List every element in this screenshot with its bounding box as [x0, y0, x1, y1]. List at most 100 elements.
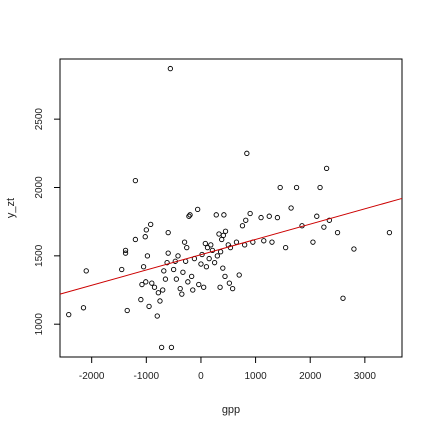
data-point [158, 344, 165, 351]
data-point [122, 250, 129, 256]
data-point [227, 244, 234, 251]
data-point [184, 244, 190, 251]
data-point [203, 264, 210, 270]
data-point [190, 287, 196, 293]
data-point [181, 239, 188, 245]
data-point [277, 184, 283, 191]
data-point [208, 242, 214, 248]
data-point [266, 213, 272, 219]
data-point [132, 178, 139, 184]
data-point [138, 296, 144, 303]
data-point [164, 260, 170, 266]
plot-frame [59, 58, 403, 358]
fit-line [59, 197, 403, 295]
data-point [269, 239, 275, 245]
data-point [198, 261, 204, 267]
data-point [189, 273, 195, 279]
data-point [386, 229, 393, 236]
data-point [213, 212, 219, 218]
data-point [226, 280, 233, 286]
data-point [288, 205, 294, 211]
data-point [201, 284, 207, 290]
data-point [167, 65, 174, 72]
data-point [180, 269, 186, 275]
x-tick-label: 0 [198, 371, 204, 382]
data-point [293, 184, 300, 191]
data-point [66, 311, 72, 318]
data-point [143, 279, 149, 285]
data-point [326, 217, 332, 223]
data-point [323, 165, 330, 172]
data-point [310, 239, 316, 245]
data-point [340, 295, 346, 301]
data-point [165, 250, 171, 256]
data-point [221, 212, 227, 218]
data-point [139, 281, 145, 288]
data-point [157, 298, 163, 304]
data-point [258, 214, 264, 221]
data-point [195, 206, 201, 213]
data-point [214, 253, 220, 259]
data-point [149, 280, 155, 286]
data-point [185, 279, 191, 285]
x-tick-label: 2000 [299, 371, 322, 382]
data-point [173, 276, 180, 282]
data-point [179, 291, 185, 297]
x-tick-label: -2000 [79, 371, 105, 382]
data-point [140, 264, 147, 270]
data-point [217, 284, 223, 290]
data-point [146, 303, 152, 310]
data-point [239, 223, 246, 229]
data-point [142, 234, 148, 240]
data-point [244, 150, 250, 156]
data-point [187, 212, 193, 218]
data-point [155, 290, 161, 296]
x-ticks: -2000 -1000 0 1000 2000 3000 [79, 357, 377, 382]
data-point [132, 236, 139, 243]
data-point [220, 265, 226, 271]
data-point [222, 228, 229, 234]
data-point [162, 276, 169, 282]
data-point [216, 231, 222, 237]
data-point [119, 266, 125, 273]
data-point [282, 244, 289, 251]
x-tick-label: -1000 [134, 371, 160, 382]
y-tick-label: 1500 [34, 244, 45, 267]
data-point [243, 217, 249, 223]
data-point [175, 253, 181, 259]
data-point [321, 224, 327, 230]
data-point [83, 268, 89, 274]
data-point [124, 307, 130, 314]
data-point [222, 273, 228, 279]
data-point [233, 239, 240, 245]
data-point [236, 272, 242, 278]
data-point [154, 313, 160, 319]
data-point [217, 249, 224, 255]
data-point [220, 232, 227, 238]
x-tick-label: 3000 [354, 371, 377, 382]
data-point [148, 221, 154, 228]
data-point [261, 238, 267, 244]
data-point [202, 240, 208, 247]
data-point [247, 210, 253, 217]
data-point [186, 213, 192, 219]
data-point [143, 227, 149, 233]
data-point [206, 255, 212, 262]
y-tick-label: 1000 [34, 313, 45, 336]
data-point [151, 284, 158, 290]
x-axis-label: gpp [222, 404, 240, 416]
y-tick-label: 2500 [34, 108, 45, 131]
data-point [314, 213, 320, 219]
data-point [317, 184, 323, 191]
data-points [66, 65, 393, 351]
data-point [165, 229, 171, 236]
x-tick-label: 1000 [244, 371, 267, 382]
data-point [161, 268, 167, 274]
data-point [144, 253, 151, 259]
y-tick-label: 2000 [34, 176, 45, 199]
data-point [229, 286, 236, 292]
data-point [204, 244, 211, 251]
y-ticks: 1000 1500 2000 2500 [34, 108, 60, 336]
data-point [211, 260, 218, 266]
